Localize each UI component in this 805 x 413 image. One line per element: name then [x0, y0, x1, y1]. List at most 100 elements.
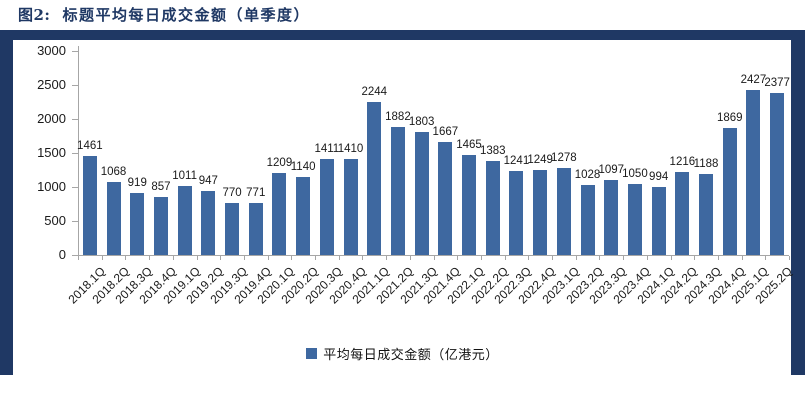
- bar: [699, 174, 714, 255]
- bar: [627, 183, 642, 255]
- x-axis-tick: [789, 256, 790, 260]
- x-axis-tick: [172, 256, 174, 260]
- x-axis-tick: [243, 256, 245, 260]
- bar-value-label: 1882: [385, 111, 411, 124]
- x-axis-tick: [599, 256, 601, 260]
- x-axis-tick: [386, 256, 388, 260]
- bar: [580, 185, 595, 255]
- bar: [556, 168, 571, 255]
- bar-value-label: 770: [222, 186, 242, 199]
- x-axis-tick: [125, 256, 127, 260]
- frame-right-band: [791, 30, 805, 375]
- bar-value-label: 1241: [503, 154, 530, 167]
- bar: [746, 89, 761, 255]
- y-axis-tick-label: 1000: [37, 179, 66, 194]
- bar-value-label: 1278: [551, 152, 577, 165]
- bar-value-label: 1465: [456, 139, 482, 152]
- bar: [82, 155, 97, 255]
- bar-value-label: 1383: [479, 144, 506, 157]
- bar: [722, 127, 737, 255]
- bar-value-label: 857: [151, 180, 171, 193]
- bar-value-label: 1667: [432, 125, 459, 138]
- y-axis-tick: [72, 153, 78, 154]
- bar: [675, 172, 690, 255]
- bar: [367, 102, 382, 255]
- x-axis-tick: [765, 256, 767, 260]
- x-axis-tick: [457, 256, 459, 260]
- bar: [106, 182, 121, 255]
- bar: [343, 159, 358, 255]
- bar: [272, 172, 287, 255]
- bar-value-label: 1869: [716, 111, 743, 124]
- bar: [225, 202, 240, 255]
- x-axis-tick: [267, 256, 269, 260]
- x-axis-tick: [433, 256, 435, 260]
- y-axis-tick: [72, 221, 78, 222]
- bar: [604, 180, 619, 255]
- y-axis-tick-label: 3000: [37, 43, 66, 58]
- bar: [462, 155, 477, 255]
- x-axis-tick: [741, 256, 743, 260]
- x-axis-tick: [315, 256, 316, 260]
- x-axis-line: [78, 255, 789, 256]
- bar-value-label: 947: [198, 174, 218, 187]
- x-axis-tick: [575, 256, 577, 260]
- bar: [509, 170, 524, 255]
- bar-value-label: 1050: [622, 167, 648, 180]
- x-axis-tick: [149, 256, 151, 260]
- bar-value-label: 771: [246, 186, 266, 199]
- y-axis-tick: [72, 255, 78, 256]
- y-axis-tick: [72, 51, 78, 52]
- bar-value-label: 1068: [100, 166, 127, 179]
- bar: [485, 160, 500, 255]
- bar-value-label: 994: [649, 171, 669, 184]
- bar-value-label: 1410: [337, 143, 364, 156]
- x-axis-tick: [694, 256, 696, 260]
- bar-value-label: 1461: [77, 139, 103, 152]
- x-axis-tick: [504, 256, 506, 260]
- figure-header: 图2: 标题平均每日成交金额（单季度）: [18, 4, 310, 25]
- y-axis-tick-label: 2500: [37, 77, 66, 92]
- bar: [153, 196, 168, 255]
- figure-title: 标题平均每日成交金额（单季度）: [62, 6, 310, 24]
- bar-value-label: 1249: [527, 154, 553, 167]
- x-axis-tick: [480, 256, 482, 260]
- x-axis-tick: [78, 256, 79, 260]
- bar-value-label: 1188: [693, 158, 719, 171]
- x-axis-tick: [220, 256, 222, 260]
- bar: [414, 132, 429, 255]
- bar-chart: 0 500 1000 1500 2000 2500 3000 1461 2018.1Q 1068 2…: [0, 30, 805, 375]
- x-axis-tick: [196, 256, 198, 260]
- bar: [130, 192, 145, 255]
- bar: [533, 170, 548, 255]
- bar: [248, 202, 263, 255]
- y-axis-tick: [72, 85, 78, 86]
- bar: [177, 186, 192, 255]
- bar-value-label: 1209: [266, 156, 293, 169]
- y-axis-tick-label: 0: [58, 247, 66, 262]
- frame-left-band: [0, 30, 13, 375]
- x-axis-tick: [362, 256, 364, 260]
- y-axis-tick: [72, 187, 78, 188]
- bar-value-label: 2377: [764, 77, 790, 90]
- x-axis-tick: [623, 256, 625, 260]
- bar: [651, 187, 666, 255]
- bar: [438, 141, 453, 255]
- bar-value-label: 1140: [290, 161, 316, 174]
- y-axis-tick-label: 1500: [37, 145, 66, 160]
- frame-top-band: [0, 30, 805, 40]
- bar: [319, 159, 334, 255]
- bar-value-label: 919: [127, 176, 147, 189]
- x-axis-tick: [670, 256, 672, 260]
- x-axis-tick: [528, 256, 530, 260]
- bar-value-label: 1803: [408, 116, 435, 129]
- bar-value-label: 1097: [598, 164, 625, 177]
- bar-value-label: 1216: [669, 156, 696, 169]
- x-axis-tick: [338, 256, 340, 260]
- bar-value-label: 2427: [740, 73, 767, 86]
- bar: [296, 177, 311, 255]
- bar: [201, 190, 216, 255]
- x-axis-tick: [101, 256, 103, 260]
- legend-series-label: 平均每日成交金额（亿港元）: [323, 348, 499, 363]
- chart-legend: 平均每日成交金额（亿港元）: [0, 344, 805, 363]
